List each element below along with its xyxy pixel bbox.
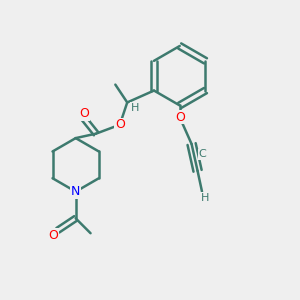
Text: O: O [49,229,58,242]
Text: C: C [198,149,206,160]
Text: O: O [79,107,89,120]
Text: N: N [71,185,80,198]
Text: H: H [201,193,209,202]
Text: O: O [115,118,125,131]
Text: O: O [175,111,185,124]
Text: H: H [130,103,139,113]
